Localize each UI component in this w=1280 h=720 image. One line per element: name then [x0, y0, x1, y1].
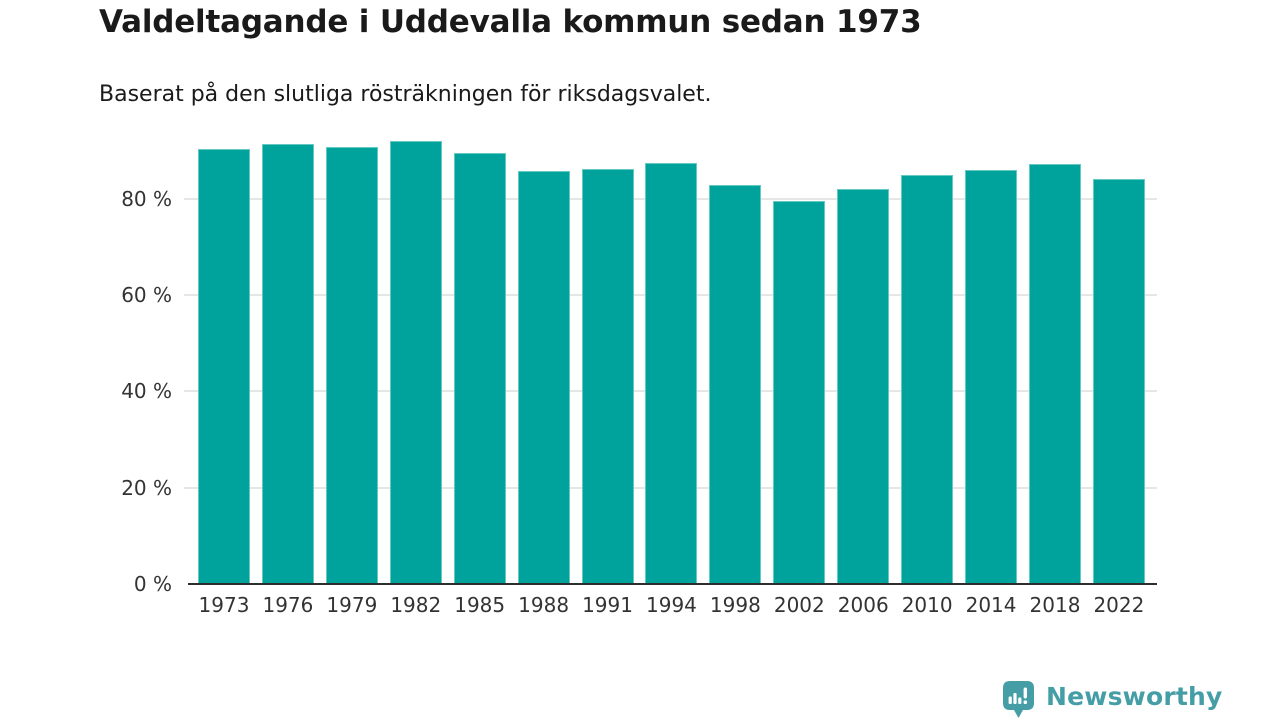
bar-2002	[773, 200, 826, 584]
bar-2010	[901, 174, 954, 584]
x-tick-label: 1988	[518, 593, 570, 617]
x-tick-label: 1998	[709, 593, 761, 617]
newsworthy-speech-bubble-bar-chart-icon	[1003, 681, 1034, 718]
bar-1979	[325, 146, 378, 584]
y-tick-label: 0 %	[133, 572, 172, 596]
bar-1973	[198, 148, 250, 584]
newsworthy-logo-text: Newsworthy	[1046, 682, 1223, 711]
bar-2022	[1092, 178, 1145, 584]
x-tick-label: 1994	[646, 593, 697, 617]
x-tick-label: 1979	[326, 593, 378, 617]
bar-1976	[261, 144, 314, 584]
bar-1991	[581, 169, 634, 584]
x-tick-label: 2014	[965, 593, 1017, 617]
y-axis-labels: 0 % 20 % 40 % 60 % 80 %	[0, 130, 172, 596]
bar-2018	[1028, 163, 1081, 584]
bar-2014	[965, 169, 1018, 584]
bar-1985	[453, 153, 506, 584]
x-axis-labels: 1973 1976 1979 1982 1985 1988 1991 1994 1998 2002…	[188, 593, 1157, 617]
y-tick-label: 40 %	[121, 379, 172, 404]
x-tick-label: 1982	[390, 593, 442, 617]
x-tick-label: 1976	[262, 593, 314, 617]
x-tick-label: 2006	[837, 593, 889, 617]
newsworthy-logo: Newsworthy	[1003, 681, 1223, 718]
y-tick-label: 80 %	[121, 186, 172, 211]
bar-1994	[645, 163, 698, 584]
bar-1982	[389, 141, 442, 584]
chart-subtitle: Baserat på den slutliga rösträkningen fö…	[99, 82, 712, 107]
plot-area	[184, 130, 1157, 585]
x-tick-label: 2010	[901, 593, 953, 617]
bar-1998	[709, 185, 762, 584]
x-tick-label: 2002	[773, 593, 825, 617]
bar-2006	[837, 188, 890, 584]
x-axis-line	[188, 583, 1157, 585]
x-tick-label: 2018	[1029, 593, 1081, 617]
x-tick-label: 1991	[582, 593, 633, 617]
bar-1988	[517, 171, 570, 584]
y-tick-label: 60 %	[121, 283, 172, 308]
x-tick-label: 2022	[1093, 593, 1145, 617]
x-tick-label: 1973	[198, 593, 250, 617]
x-tick-label: 1985	[454, 593, 506, 617]
y-tick-label: 20 %	[121, 475, 172, 500]
bars	[188, 130, 1157, 584]
chart-title: Valdeltagande i Uddevalla kommun sedan 1…	[99, 4, 922, 40]
